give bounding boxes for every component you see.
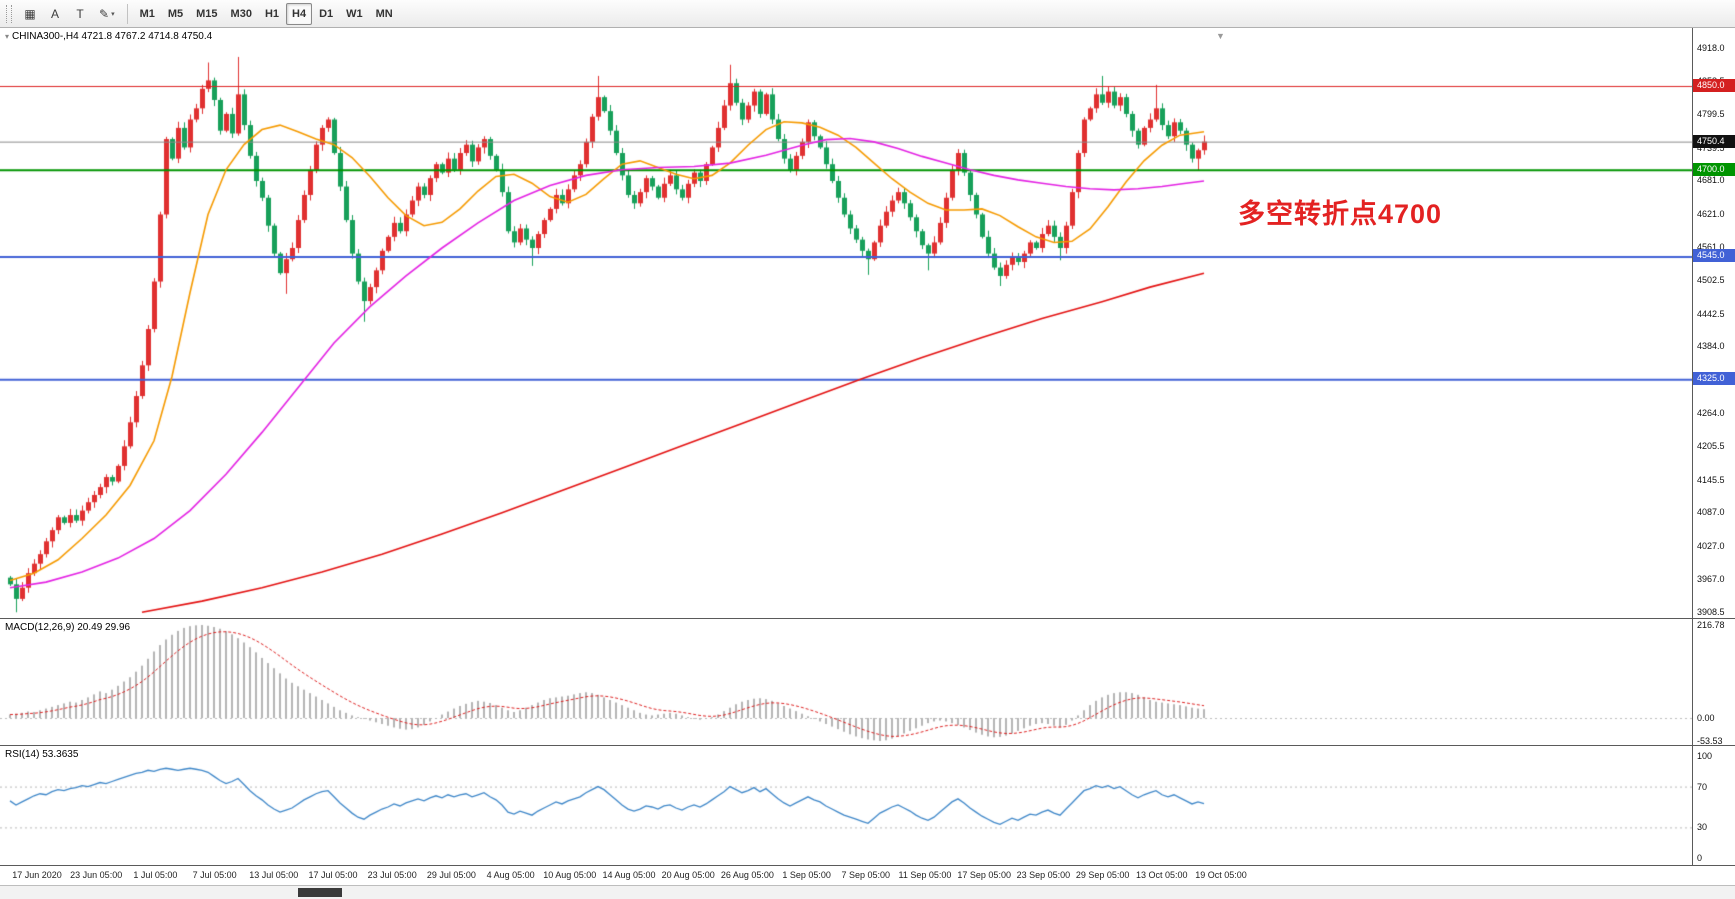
timeframe-m1-button[interactable]: M1 [139,7,155,20]
timeframe-d1-button[interactable]: D1 [319,7,334,20]
rsi-axis: 100 70 30 0 [1692,746,1735,865]
time-axis-label: 14 Aug 05:00 [602,870,656,880]
macd-axis-label: 0.00 [1697,713,1715,723]
toolbar-separator [126,3,128,24]
price-badge-4700.0: 4700.0 [1693,162,1735,176]
main-chart-panel: ▾ CHINA300-,H4 4721.8 4767.2 4714.8 4750.… [0,28,1735,618]
time-axis-label: 26 Aug 05:00 [720,870,774,880]
price-axis-label: 4561.0 [1697,242,1725,253]
price-chart-canvas[interactable] [0,28,1692,618]
text-tool-button[interactable]: T [76,6,84,21]
price-axis-label: 4205.5 [1697,441,1725,452]
price-axis-label: 4621.0 [1697,208,1725,219]
timeframe-h1-button[interactable]: H1 [264,7,280,20]
rsi-axis-label: 0 [1697,853,1703,863]
chart-grid-button[interactable]: ▦ [24,6,36,21]
time-axis-label: 11 Sep 05:00 [898,870,952,880]
price-axis-label: 4502.5 [1697,275,1725,286]
time-axis-label: 7 Sep 05:00 [841,870,891,880]
time-axis-label: 1 Sep 05:00 [782,870,831,880]
macd-canvas[interactable] [0,619,1692,745]
time-axis-label: 17 Sep 05:00 [957,870,1011,880]
horizontal-scrollbar[interactable] [0,885,1735,899]
symbol-ohlc-text: CHINA300-,H4 4721.8 4767.2 4714.8 4750.4 [12,31,213,42]
timeframe-h4-button[interactable]: H4 [286,2,313,25]
price-axis-label: 3967.0 [1697,574,1725,585]
price-axis-label: 4087.0 [1697,507,1725,518]
symbol-info: ▾ CHINA300-,H4 4721.8 4767.2 4714.8 4750.… [5,31,212,42]
price-axis-label: 4681.0 [1697,175,1725,186]
price-badge-4750.4: 4750.4 [1693,134,1735,148]
rsi-label: RSI(14) 53.3635 [5,749,79,760]
price-axis-label: 4442.5 [1697,308,1725,319]
price-axis-label: 4739.5 [1697,142,1725,153]
time-axis-label: 13 Jul 05:00 [249,870,299,880]
time-axis-label: 29 Sep 05:00 [1075,870,1130,880]
macd-axis-label: -53.53 [1697,735,1723,746]
time-axis-label: 23 Jul 05:00 [367,870,417,880]
arrow-tool-button[interactable]: A [50,6,59,21]
toolbar-grip[interactable] [6,4,12,23]
price-badge-4850.0: 4850.0 [1693,78,1735,92]
time-axis[interactable]: 17 Jun 2020 23 Jun 05:00 1 Jul 05:00 7 Jul … [0,865,1735,885]
time-axis-label: 17 Jul 05:00 [308,870,358,880]
timeframe-mn-button[interactable]: MN [375,7,393,20]
time-axis-label: 13 Oct 05:00 [1136,870,1188,880]
time-axis-label: 7 Jul 05:00 [192,870,237,880]
macd-axis-label: 216.78 [1697,620,1725,630]
price-axis-label: 4264.0 [1697,408,1725,419]
timeframe-w1-button[interactable]: W1 [346,7,363,20]
price-axis-label: 4799.5 [1697,109,1725,120]
price-axis-label: 3908.5 [1697,607,1725,617]
chart-annotation-text[interactable]: 多空转折点4700 [1238,199,1443,229]
rsi-panel: RSI(14) 53.3635 100 70 30 0 [0,745,1735,865]
price-axis-label: 4145.5 [1697,474,1725,485]
time-axis-label: 29 Jul 05:00 [426,870,476,880]
price-badge-4325.0: 4325.0 [1693,372,1735,386]
price-axis[interactable]: 4918.04858.54799.54739.54681.04621.04561… [1692,28,1735,618]
timeframe-m15-button[interactable]: M15 [196,7,218,20]
time-axis-label: 4 Aug 05:00 [486,870,535,880]
rsi-canvas[interactable] [0,746,1692,865]
price-axis-label: 4918.0 [1697,43,1725,53]
time-axis-label: 23 Jun 05:00 [70,870,123,880]
drawing-tools-group: ▦ A T ✎ ▾ [18,3,121,25]
collapse-triangle-icon[interactable]: ▾ [5,32,10,41]
dropdown-caret-icon: ▾ [111,10,115,18]
chart-shift-icon: ▼ [1216,31,1225,41]
rsi-axis-label: 100 [1697,751,1713,761]
timeframe-m5-button[interactable]: M5 [167,7,184,20]
scrollbar-thumb[interactable] [298,888,342,897]
time-axis-label: 17 Jun 2020 [12,870,62,880]
price-axis-label: 4384.0 [1697,341,1725,352]
timeframe-group: M1 M5 M15 M30 H1 H4 D1 W1 MN [134,2,399,25]
rsi-axis-label: 70 [1697,781,1708,792]
toolbar: ▦ A T ✎ ▾ M1 M5 M15 M30 H1 H4 D1 W1 MN [0,0,1735,28]
time-axis-label: 1 Jul 05:00 [133,870,178,880]
time-axis-label: 19 Oct 05:00 [1195,870,1247,880]
time-axis-label: 20 Aug 05:00 [661,870,715,880]
timeframe-m30-button[interactable]: M30 [230,7,252,20]
rsi-axis-label: 30 [1697,822,1708,833]
time-axis-label: 23 Sep 05:00 [1016,870,1071,880]
macd-axis: 216.78 0.00 -53.53 [1692,619,1735,746]
macd-panel: MACD(12,26,9) 20.49 29.96 216.78 0.00 -53.… [0,618,1735,746]
draw-tool-button[interactable]: ✎ ▾ [99,6,115,21]
price-badge-4545.0: 4545.0 [1693,249,1735,263]
time-axis-label: 10 Aug 05:00 [543,870,597,880]
macd-label: MACD(12,26,9) 20.49 29.96 [5,622,131,633]
price-axis-label: 4027.0 [1697,540,1725,551]
